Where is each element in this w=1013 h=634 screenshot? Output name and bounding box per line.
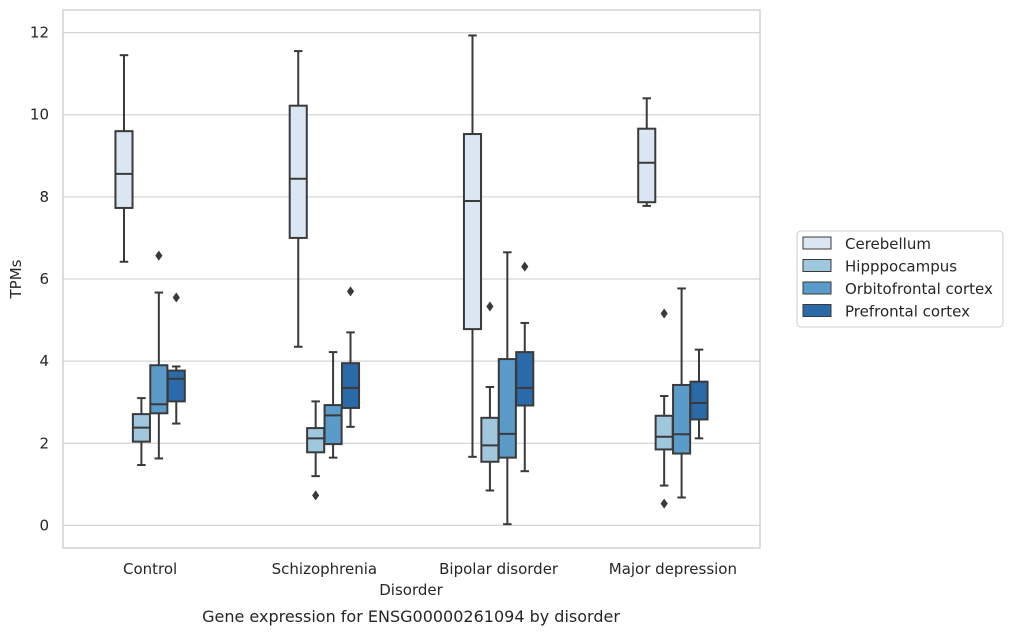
box-hipppocampus xyxy=(131,397,151,467)
box-hipppocampus xyxy=(306,400,326,501)
legend: Cerebellum Hipppocampus Orbitofrontal cort… xyxy=(796,230,1004,328)
box-iqr xyxy=(515,351,535,407)
legend-frame xyxy=(796,230,1004,328)
outlier-point xyxy=(346,286,355,297)
box-cerebellum xyxy=(462,34,483,458)
box-orbitofrontal-cortex xyxy=(149,250,169,460)
box-prefrontal-cortex xyxy=(166,292,186,425)
y-tick-label: 6 xyxy=(39,270,49,288)
box-iqr xyxy=(323,404,343,446)
box-iqr xyxy=(689,380,709,421)
outlier-point xyxy=(312,490,320,501)
y-axis: 0 2 4 6 8 10 12 xyxy=(30,24,49,535)
box-iqr xyxy=(654,414,674,451)
box-iqr xyxy=(340,362,361,409)
y-tick-label: 10 xyxy=(30,106,49,124)
legend-swatch xyxy=(802,236,832,250)
box-iqr xyxy=(462,133,483,331)
legend-swatch xyxy=(802,304,832,317)
box-orbitofrontal-cortex xyxy=(672,287,692,499)
box-iqr xyxy=(480,416,500,463)
outlier-point xyxy=(660,498,668,509)
outlier-point xyxy=(486,301,494,312)
outlier-point xyxy=(155,250,163,261)
y-tick-label: 8 xyxy=(39,188,49,206)
y-tick-label: 0 xyxy=(39,516,49,534)
legend-label: Orbitofrontal cortex xyxy=(845,280,993,298)
box-hipppocampus xyxy=(654,308,674,509)
y-tick-label: 2 xyxy=(39,434,49,452)
x-tick-label: Major depression xyxy=(609,560,737,578)
box-cerebellum xyxy=(288,50,308,348)
x-axis: Control Schizophrenia Bipolar disorder Majo… xyxy=(123,560,737,578)
box-iqr xyxy=(637,127,657,204)
legend-label: Hipppocampus xyxy=(845,258,957,276)
box-iqr xyxy=(288,104,308,239)
y-axis-label: TPMs xyxy=(7,259,25,299)
box-cerebellum xyxy=(637,97,657,207)
x-tick-label: Schizophrenia xyxy=(272,560,377,578)
legend-swatch xyxy=(802,281,832,295)
box-hipppocampus xyxy=(480,301,500,492)
legend-swatch xyxy=(802,259,832,272)
y-tick-label: 12 xyxy=(30,24,49,42)
outlier-point xyxy=(660,308,668,319)
y-tick-label: 4 xyxy=(39,352,49,370)
box-orbitofrontal-cortex xyxy=(323,351,343,459)
box-iqr xyxy=(166,369,186,403)
chart-caption: Gene expression for ENSG00000261094 by d… xyxy=(202,607,620,626)
x-tick-label: Control xyxy=(123,560,177,578)
box-prefrontal-cortex xyxy=(340,286,361,428)
x-tick-label: Bipolar disorder xyxy=(439,560,559,578)
plot-frame xyxy=(62,9,761,549)
box-iqr xyxy=(306,427,326,454)
box-cerebellum xyxy=(114,54,134,263)
box-iqr xyxy=(497,358,517,459)
box-prefrontal-cortex xyxy=(515,261,535,473)
grid xyxy=(63,31,760,527)
box-iqr xyxy=(149,364,169,415)
box-orbitofrontal-cortex xyxy=(497,251,517,526)
legend-label: Prefrontal cortex xyxy=(845,303,970,321)
legend-label: Cerebellum xyxy=(845,235,931,253)
outlier-point xyxy=(521,261,529,272)
outlier-point xyxy=(172,292,180,303)
box-prefrontal-cortex xyxy=(689,348,709,440)
box-iqr xyxy=(114,130,134,209)
plot-area xyxy=(114,34,709,526)
box-iqr xyxy=(672,383,692,455)
x-axis-label: Disorder xyxy=(379,581,443,599)
